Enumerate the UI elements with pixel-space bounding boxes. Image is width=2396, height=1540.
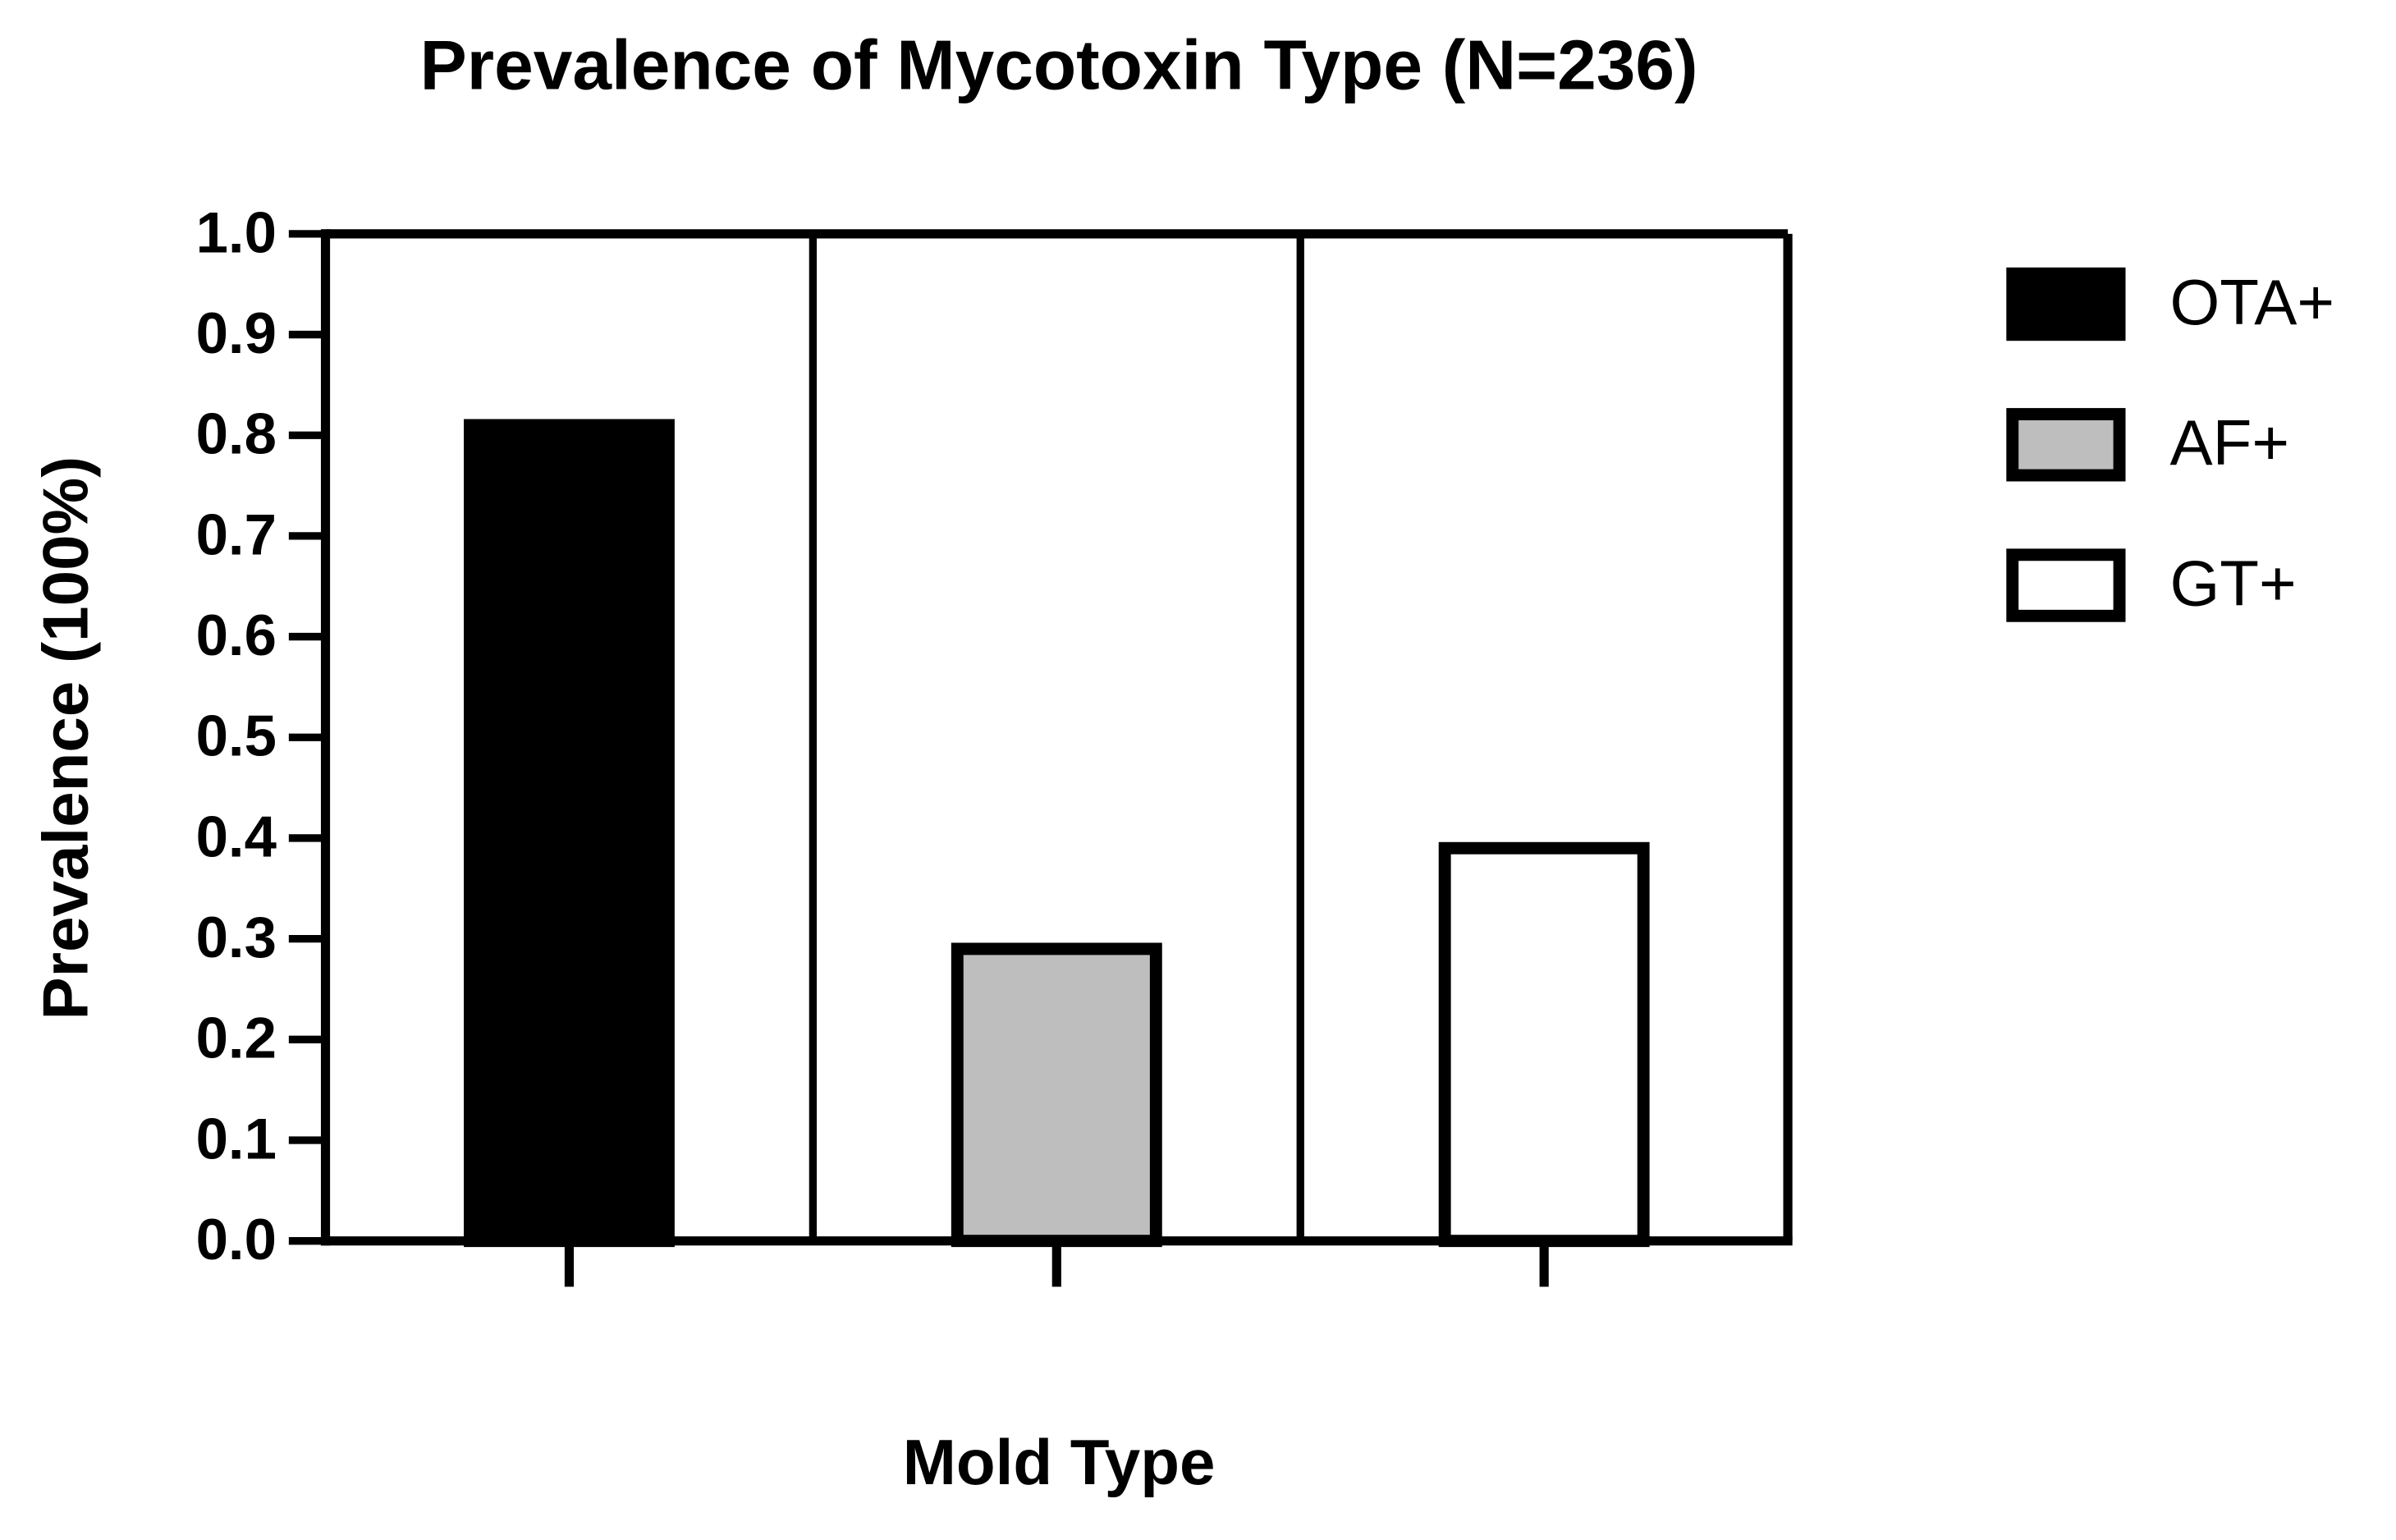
y-axis-label: Prevalence (100%)	[29, 456, 101, 1020]
y-tick-label: 0.6	[196, 603, 277, 667]
y-tick-label: 0.1	[196, 1106, 277, 1171]
y-tick-label: 0.8	[196, 401, 277, 466]
legend-label: OTA+	[2169, 266, 2334, 338]
y-tick-label: 0.7	[196, 502, 277, 566]
chart-title: Prevalence of Mycotoxin Type (N=236)	[420, 25, 1698, 104]
x-axis-label: Mold Type	[903, 1426, 1216, 1498]
legend-label: AF+	[2169, 406, 2289, 479]
legend-swatch	[2006, 267, 2126, 341]
legend-label: GT+	[2169, 547, 2296, 619]
legend-swatch	[2006, 408, 2126, 482]
y-tick-label: 0.3	[196, 905, 277, 969]
y-tick-label: 0.9	[196, 300, 277, 365]
bar	[951, 942, 1162, 1248]
bar	[1438, 841, 1650, 1248]
y-tick-label: 0.4	[196, 804, 277, 869]
bar	[463, 419, 675, 1248]
legend-swatch	[2006, 548, 2126, 622]
y-tick-label: 0.0	[196, 1207, 277, 1272]
y-tick-label: 0.2	[196, 1006, 277, 1070]
y-tick-label: 0.5	[196, 704, 277, 768]
y-tick-label: 1.0	[196, 199, 277, 264]
